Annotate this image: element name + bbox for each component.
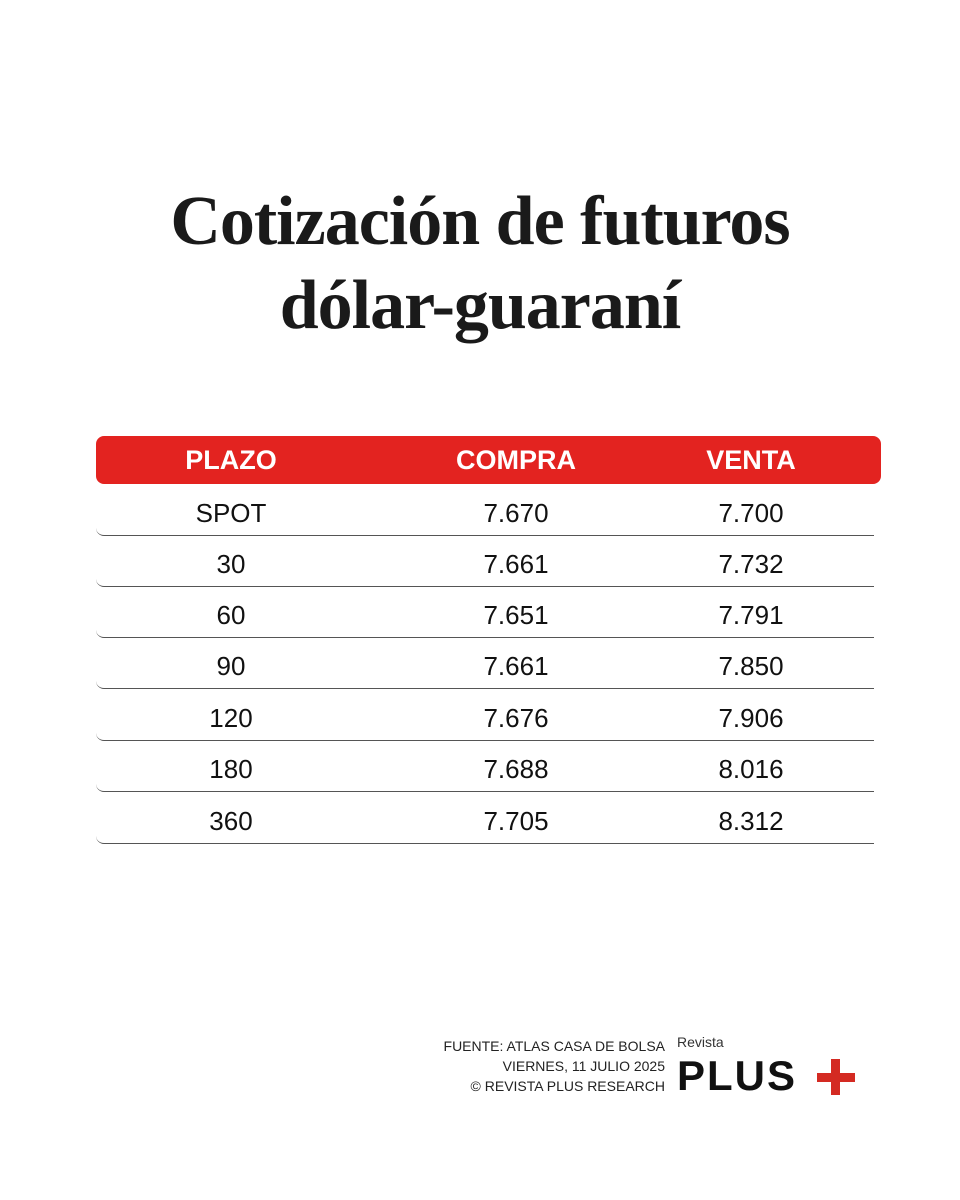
cell-compra: 7.651 — [483, 600, 549, 630]
cell-compra: 7.676 — [483, 703, 549, 733]
cell-compra: 7.661 — [483, 549, 549, 579]
cell-venta: 7.732 — [718, 549, 784, 579]
table-row: 180 7.688 8.016 — [96, 740, 874, 792]
table-row: 120 7.676 7.906 — [96, 689, 874, 741]
date-text: VIERNES, 11 JULIO 2025 — [502, 1058, 665, 1074]
source-text: FUENTE: ATLAS CASA DE BOLSA — [443, 1038, 665, 1054]
copyright-text: © REVISTA PLUS RESEARCH — [470, 1078, 665, 1094]
header-plazo: PLAZO — [185, 445, 277, 475]
title-line-2: dólar-guaraní — [279, 267, 682, 344]
table-row: 360 7.705 8.312 — [96, 792, 874, 844]
table-row: SPOT 7.670 7.700 — [96, 484, 874, 536]
table-row: 60 7.651 7.791 — [96, 586, 874, 638]
table-row: 30 7.661 7.732 — [96, 535, 874, 587]
revista-plus-logo: Revista PLUS — [677, 1034, 867, 1098]
cell-plazo: 180 — [209, 754, 253, 784]
cell-plazo: 360 — [209, 806, 253, 836]
cell-compra: 7.705 — [483, 806, 549, 836]
cell-plazo: 120 — [209, 703, 253, 733]
cell-plazo: 60 — [216, 600, 246, 630]
cell-compra: 7.688 — [483, 754, 549, 784]
cell-venta: 7.850 — [718, 651, 784, 681]
footer-credits: FUENTE: ATLAS CASA DE BOLSA VIERNES, 11 … — [444, 1036, 665, 1096]
logo-small-text: Revista — [677, 1034, 724, 1050]
table-row: 90 7.661 7.850 — [96, 637, 874, 689]
page-title: Cotización de futuros dólar-guaraní — [0, 180, 960, 348]
cell-venta: 8.016 — [718, 754, 784, 784]
cell-plazo: 30 — [216, 549, 246, 579]
cell-plazo: 90 — [216, 651, 246, 681]
cell-venta: 7.791 — [718, 600, 784, 630]
header-venta: VENTA — [706, 445, 796, 475]
logo-big-text: PLUS — [677, 1052, 798, 1099]
cell-compra: 7.661 — [483, 651, 549, 681]
cell-plazo: SPOT — [195, 498, 267, 528]
header-compra: COMPRA — [456, 445, 576, 475]
cell-venta: 7.906 — [718, 703, 784, 733]
cell-compra: 7.670 — [483, 498, 549, 528]
table-header: PLAZO COMPRA VENTA — [96, 436, 881, 484]
title-line-1: Cotización de futuros — [170, 183, 790, 260]
plus-cross-icon — [817, 1059, 855, 1095]
cell-venta: 8.312 — [718, 806, 784, 836]
cell-venta: 7.700 — [718, 498, 784, 528]
